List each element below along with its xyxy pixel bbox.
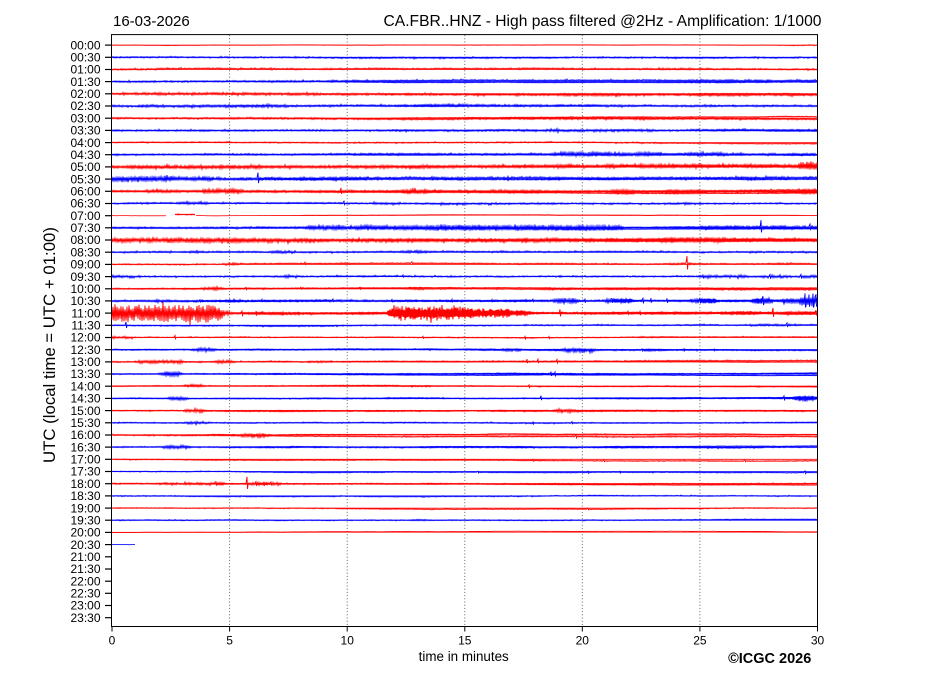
svg-text:09:30: 09:30 xyxy=(70,270,100,284)
svg-text:22:00: 22:00 xyxy=(70,574,100,588)
svg-text:25: 25 xyxy=(693,633,707,647)
svg-text:13:30: 13:30 xyxy=(70,367,100,381)
svg-text:20:00: 20:00 xyxy=(70,526,100,540)
svg-text:14:30: 14:30 xyxy=(70,392,100,406)
svg-text:13:00: 13:00 xyxy=(70,355,100,369)
svg-text:22:30: 22:30 xyxy=(70,587,100,601)
svg-text:23:00: 23:00 xyxy=(70,599,100,613)
svg-text:10:00: 10:00 xyxy=(70,282,100,296)
svg-text:04:30: 04:30 xyxy=(70,148,100,162)
svg-text:15: 15 xyxy=(458,633,472,647)
svg-text:00:30: 00:30 xyxy=(70,51,100,65)
svg-text:03:30: 03:30 xyxy=(70,124,100,138)
svg-text:CA.FBR..HNZ - High pass filter: CA.FBR..HNZ - High pass filtered @2Hz - … xyxy=(384,13,822,30)
svg-text:21:00: 21:00 xyxy=(70,550,100,564)
svg-text:19:00: 19:00 xyxy=(70,501,100,515)
svg-text:04:00: 04:00 xyxy=(70,136,100,150)
svg-text:07:00: 07:00 xyxy=(70,209,100,223)
svg-text:UTC (local time = UTC + 01:00): UTC (local time = UTC + 01:00) xyxy=(40,227,59,463)
svg-text:©ICGC 2026: ©ICGC 2026 xyxy=(728,651,811,667)
svg-text:11:30: 11:30 xyxy=(71,319,100,333)
svg-text:01:30: 01:30 xyxy=(70,75,100,89)
svg-text:08:00: 08:00 xyxy=(70,233,100,247)
svg-text:15:30: 15:30 xyxy=(70,416,100,430)
svg-text:10:30: 10:30 xyxy=(70,294,100,308)
svg-text:10: 10 xyxy=(341,633,355,647)
svg-text:06:30: 06:30 xyxy=(70,197,100,211)
svg-text:06:00: 06:00 xyxy=(70,185,100,199)
svg-text:16:00: 16:00 xyxy=(70,428,100,442)
svg-text:16:30: 16:30 xyxy=(70,440,100,454)
svg-text:15:00: 15:00 xyxy=(70,404,100,418)
svg-text:18:30: 18:30 xyxy=(70,489,100,503)
svg-text:14:00: 14:00 xyxy=(70,379,100,393)
svg-text:11:00: 11:00 xyxy=(71,306,100,320)
svg-text:19:30: 19:30 xyxy=(70,513,100,527)
svg-text:23:30: 23:30 xyxy=(70,611,100,625)
svg-text:0: 0 xyxy=(109,633,116,647)
svg-text:00:00: 00:00 xyxy=(70,38,100,52)
svg-text:12:00: 12:00 xyxy=(70,331,100,345)
svg-text:time in minutes: time in minutes xyxy=(419,649,509,664)
svg-text:03:00: 03:00 xyxy=(70,111,100,125)
svg-text:21:30: 21:30 xyxy=(70,562,100,576)
svg-text:17:00: 17:00 xyxy=(70,453,100,467)
svg-text:09:00: 09:00 xyxy=(70,258,100,272)
svg-text:05:30: 05:30 xyxy=(70,172,100,186)
svg-text:18:00: 18:00 xyxy=(70,477,100,491)
svg-text:12:30: 12:30 xyxy=(70,343,100,357)
svg-text:07:30: 07:30 xyxy=(70,221,100,235)
svg-text:20:30: 20:30 xyxy=(70,538,100,552)
svg-text:02:30: 02:30 xyxy=(70,99,100,113)
svg-text:02:00: 02:00 xyxy=(70,87,100,101)
svg-text:05:00: 05:00 xyxy=(70,160,100,174)
svg-text:16-03-2026: 16-03-2026 xyxy=(113,13,190,30)
svg-text:5: 5 xyxy=(226,633,233,647)
svg-text:17:30: 17:30 xyxy=(70,465,100,479)
svg-text:08:30: 08:30 xyxy=(70,245,100,259)
svg-text:30: 30 xyxy=(811,633,825,647)
svg-text:01:00: 01:00 xyxy=(70,63,100,77)
svg-text:20: 20 xyxy=(576,633,590,647)
